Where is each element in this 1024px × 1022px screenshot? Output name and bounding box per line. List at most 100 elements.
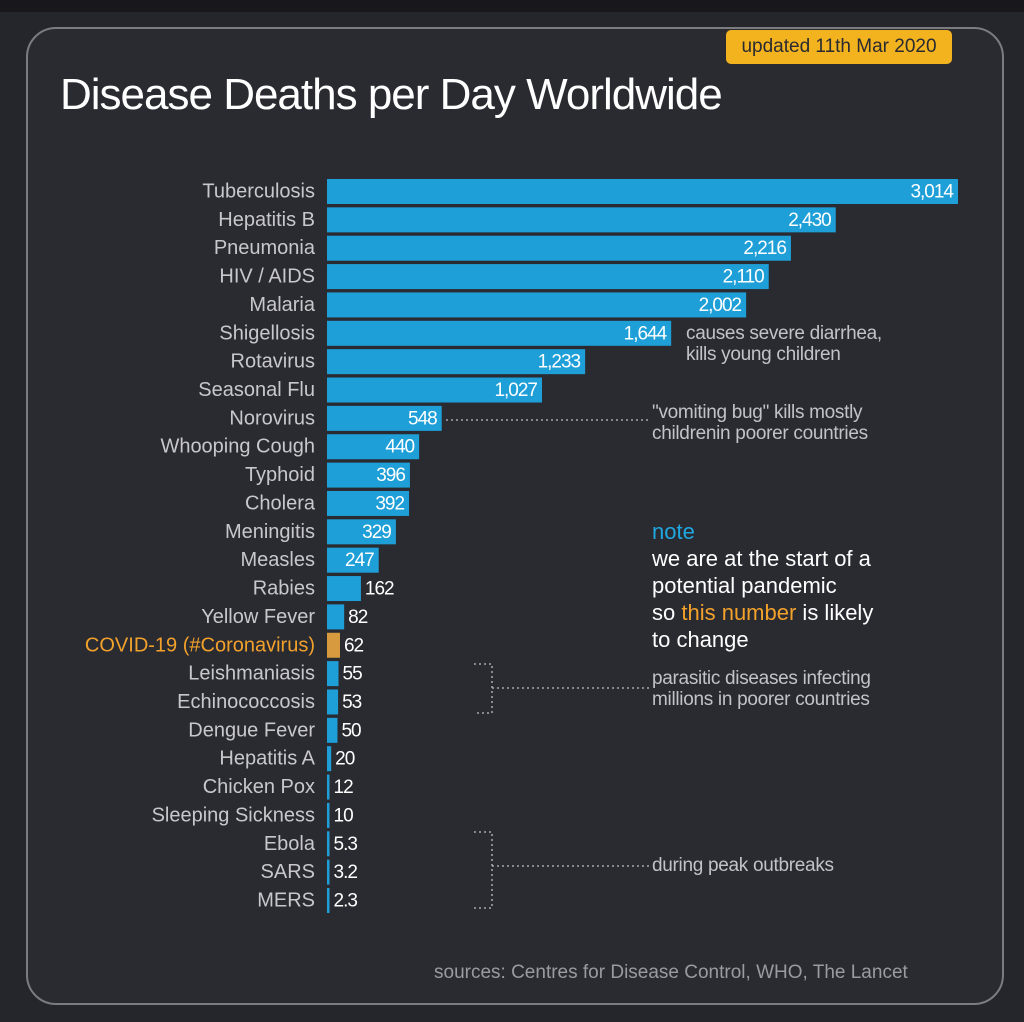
value-label: 1,233 bbox=[538, 352, 581, 373]
bar bbox=[327, 235, 791, 261]
value-label: 82 bbox=[348, 607, 368, 628]
category-label: Malaria bbox=[249, 294, 315, 316]
note-line: to change bbox=[652, 627, 749, 652]
shigellosis-annotation: causes severe diarrhea, kills young chil… bbox=[686, 323, 882, 365]
note-line: potential pandemic bbox=[652, 573, 837, 598]
value-label: 440 bbox=[385, 437, 414, 458]
category-label: Shigellosis bbox=[219, 322, 315, 344]
bar bbox=[327, 547, 379, 573]
bar bbox=[327, 859, 330, 885]
value-label: 55 bbox=[343, 664, 363, 685]
category-label: Rabies bbox=[253, 578, 315, 600]
bar bbox=[327, 661, 339, 687]
value-label: 5.3 bbox=[334, 834, 358, 855]
category-label: Dengue Fever bbox=[188, 719, 315, 741]
annotation-line: causes severe diarrhea, bbox=[686, 323, 882, 344]
value-label: 62 bbox=[344, 635, 364, 656]
bar bbox=[327, 349, 586, 375]
bar bbox=[327, 179, 958, 204]
bar bbox=[327, 462, 410, 488]
category-label: Pneumonia bbox=[214, 237, 316, 259]
category-label: Tuberculosis bbox=[202, 181, 315, 203]
category-label: Measles bbox=[241, 549, 315, 571]
bar bbox=[327, 405, 442, 431]
value-label: 247 bbox=[345, 550, 374, 571]
annotation-line: millions in poorer countries bbox=[652, 689, 870, 710]
category-label: Rotavirus bbox=[231, 351, 315, 373]
bar bbox=[327, 519, 396, 545]
value-label: 392 bbox=[375, 493, 404, 514]
value-label: 2.3 bbox=[334, 891, 358, 912]
value-label: 1,644 bbox=[624, 323, 668, 344]
category-label: Hepatitis A bbox=[219, 748, 315, 770]
bar bbox=[327, 207, 836, 233]
annotation-line: childrenin poorer countries bbox=[652, 423, 868, 444]
bar bbox=[327, 831, 330, 857]
bar bbox=[327, 746, 332, 772]
value-label: 50 bbox=[341, 720, 361, 741]
outbreaks-annotation: during peak outbreaks bbox=[652, 855, 834, 876]
value-label: 3,014 bbox=[910, 182, 954, 203]
value-label: 20 bbox=[335, 749, 355, 770]
category-label: Hepatitis B bbox=[218, 209, 315, 231]
parasitic-bracket bbox=[474, 663, 650, 714]
category-label: HIV / AIDS bbox=[219, 266, 315, 288]
bar bbox=[327, 689, 339, 715]
category-label: COVID-19 (#Coronavirus) bbox=[85, 634, 315, 656]
note-heading: note bbox=[652, 519, 695, 544]
annotation-connectors bbox=[446, 419, 650, 909]
bar bbox=[327, 774, 330, 800]
note-highlight: this number bbox=[681, 600, 797, 625]
category-label: Yellow Fever bbox=[201, 606, 315, 628]
bar bbox=[327, 632, 340, 658]
value-label: 53 bbox=[342, 692, 362, 713]
category-label: Sleeping Sickness bbox=[152, 804, 315, 826]
value-label: 2,430 bbox=[788, 210, 831, 231]
value-label: 396 bbox=[376, 465, 405, 486]
updated-badge: updated 11th Mar 2020 bbox=[726, 30, 952, 64]
top-strip bbox=[0, 0, 1024, 12]
category-label: SARS bbox=[261, 861, 315, 883]
value-label: 548 bbox=[408, 408, 437, 429]
parasitic-annotation: parasitic diseases infecting millions in… bbox=[652, 668, 871, 710]
value-label: 2,216 bbox=[743, 238, 786, 259]
value-label: 10 bbox=[334, 805, 354, 826]
bar bbox=[327, 320, 672, 346]
annotation-line: parasitic diseases infecting bbox=[652, 668, 871, 689]
category-label: Chicken Pox bbox=[203, 776, 315, 798]
chart-title: Disease Deaths per Day Worldwide bbox=[60, 70, 723, 119]
note-line: so this number is likely bbox=[652, 599, 873, 626]
value-label: 3.2 bbox=[334, 862, 358, 883]
bar bbox=[327, 292, 747, 318]
annotation-line: "vomiting bug" kills mostly bbox=[652, 402, 863, 423]
category-label: Seasonal Flu bbox=[198, 379, 315, 401]
bar bbox=[327, 717, 338, 743]
category-label: Meningitis bbox=[225, 521, 315, 543]
bar bbox=[327, 802, 330, 828]
bar bbox=[327, 490, 410, 516]
bar bbox=[327, 264, 769, 290]
note-text: is likely bbox=[796, 600, 874, 625]
bar bbox=[327, 576, 361, 602]
value-label: 329 bbox=[362, 522, 391, 543]
category-label: Whooping Cough bbox=[160, 436, 315, 458]
category-label: Echinococcosis bbox=[177, 691, 315, 713]
note-text: so bbox=[652, 600, 682, 625]
bar bbox=[327, 434, 420, 460]
note-line: we are at the start of a bbox=[652, 546, 871, 571]
category-label: Typhoid bbox=[245, 464, 315, 486]
value-label: 1,027 bbox=[494, 380, 537, 401]
category-label: Cholera bbox=[245, 492, 316, 514]
bar bbox=[327, 888, 330, 913]
category-label: Ebola bbox=[264, 833, 316, 855]
outbreaks-bracket bbox=[474, 831, 650, 909]
bar bbox=[327, 604, 345, 630]
category-label: Leishmaniasis bbox=[188, 663, 315, 685]
pandemic-note: note we are at the start of a potential … bbox=[652, 518, 873, 653]
value-label: 162 bbox=[365, 579, 394, 600]
value-label: 12 bbox=[334, 777, 354, 798]
sources-footer: sources: Centres for Disease Control, WH… bbox=[434, 962, 908, 983]
bar bbox=[327, 377, 543, 403]
category-label: Norovirus bbox=[229, 407, 315, 429]
